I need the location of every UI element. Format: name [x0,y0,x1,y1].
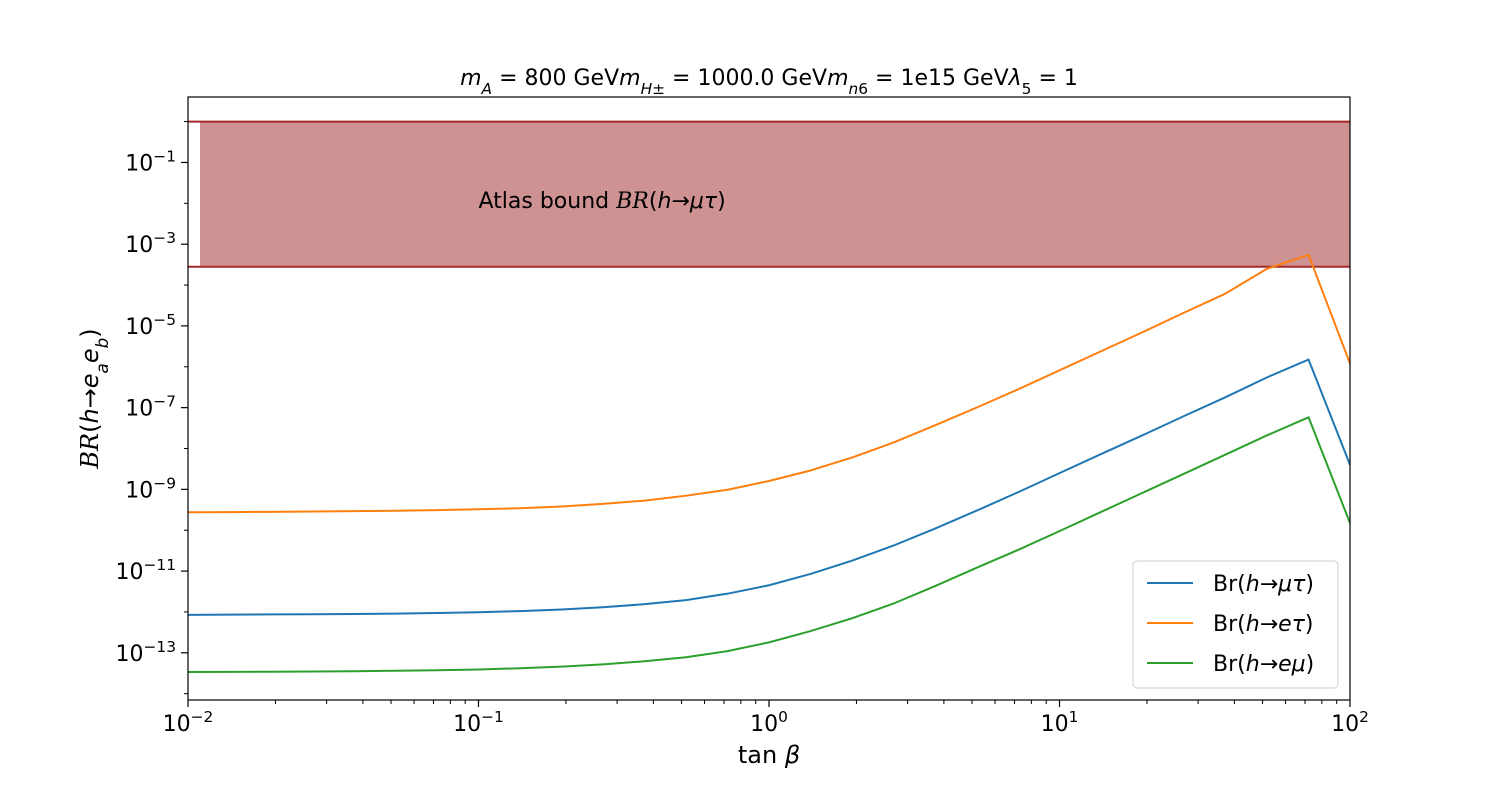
y-tick-label: 10−1 [125,147,176,176]
x-tick-label: 101 [1041,708,1079,737]
series-line-0 [187,358,1351,616]
x-tick-label: 102 [1331,708,1369,737]
y-tick-label: 10−3 [125,229,176,258]
y-tick-label: 10−9 [125,474,176,503]
y-tick-label: 10−7 [125,393,176,422]
series-line-2 [187,416,1351,673]
y-tick-label: 10−5 [125,311,176,340]
tick-layer [181,121,1351,707]
y-tick-label: 10−11 [116,556,176,585]
x-tick-label: 10−1 [453,708,504,737]
chart-title: mA = 800 GeVmH± = 1000.0 GeVmn6 = 1e15 G… [460,66,1078,98]
y-tick-label: 10−13 [116,638,176,667]
legend-label-0: Br(h→μτ) [1213,572,1314,597]
legend-label-2: Br(h→eμ) [1213,652,1314,677]
atlas-bound-band [200,121,1351,267]
series-layer [187,253,1351,673]
x-tick-label: 10−2 [163,708,214,737]
atlas-bound-layer [188,120,1351,268]
legend: Br(h→μτ) Br(h→eτ) Br(h→eμ) [1132,560,1339,689]
atlas-bound-label: Atlas bound BR(h→μτ) [479,189,726,214]
y-axis-label: BR(h→eaeb) [76,328,112,469]
x-tick-label: 100 [750,708,788,737]
text-layer: 10−2 10−1 100 101 102 10−13 10−11 10−9 10−7 10−5 1… [76,66,1369,769]
series-line-1 [187,253,1351,514]
x-axis-label: tan β [738,741,800,769]
legend-label-1: Br(h→eτ) [1213,612,1314,637]
legend-box [1132,560,1339,689]
